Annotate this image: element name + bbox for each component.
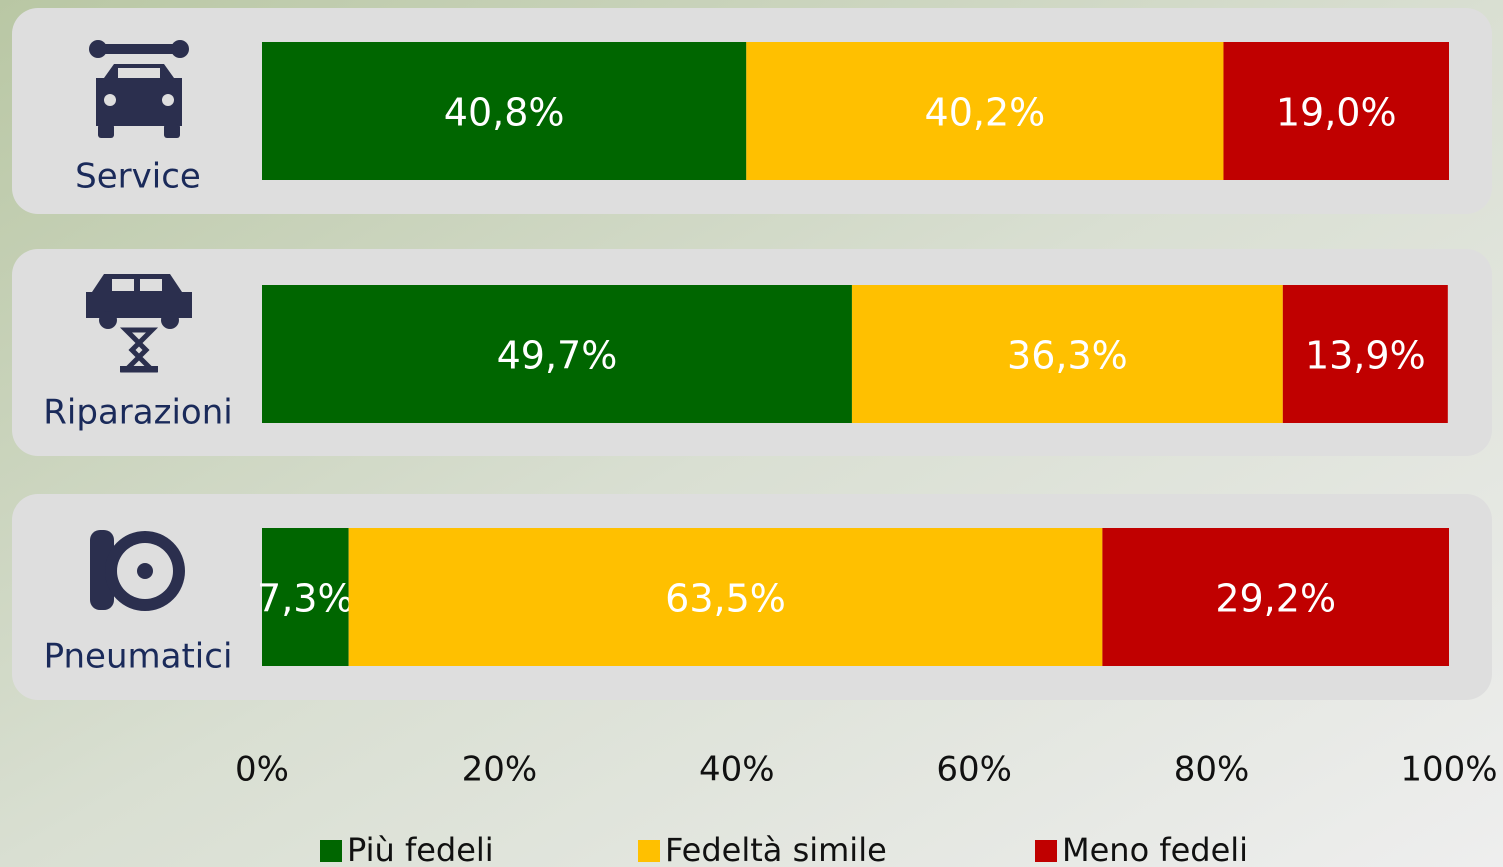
x-tick-label: 20%	[462, 750, 538, 790]
category-label: Service	[75, 157, 201, 197]
value-label: 19,0%	[1276, 91, 1397, 135]
legend-swatch	[638, 840, 660, 862]
bar-segment	[1282, 285, 1448, 423]
bar-segment	[1102, 528, 1449, 666]
value-label: 40,2%	[925, 91, 1046, 135]
bar-segment	[851, 285, 1283, 423]
legend-label: Più fedeli	[347, 831, 494, 867]
value-label: 63,5%	[665, 577, 786, 621]
legend-label: Fedeltà simile	[665, 831, 887, 867]
bar-segment	[1223, 42, 1449, 180]
category-label: Pneumatici	[44, 637, 233, 677]
value-label: 49,7%	[497, 334, 618, 378]
value-label: 13,9%	[1305, 334, 1426, 378]
legend-label: Meno fedeli	[1062, 831, 1248, 867]
legend-swatch	[320, 840, 342, 862]
service-icon	[89, 40, 189, 138]
repair-icon	[86, 274, 192, 373]
x-tick-label: 100%	[1400, 750, 1497, 790]
x-tick-label: 0%	[235, 750, 289, 790]
x-tick-label: 40%	[699, 750, 775, 790]
value-label: 29,2%	[1215, 577, 1336, 621]
icons	[86, 40, 192, 611]
bar-segment	[262, 285, 852, 423]
legend-swatch	[1035, 840, 1057, 862]
bar-segment	[348, 528, 1103, 666]
bar-segment	[262, 42, 747, 180]
category-label: Riparazioni	[43, 393, 232, 433]
value-label: 7,3%	[257, 577, 354, 621]
value-label: 36,3%	[1007, 334, 1128, 378]
x-tick-label: 60%	[936, 750, 1012, 790]
value-label: 40,8%	[444, 91, 565, 135]
bar-segment	[746, 42, 1224, 180]
x-tick-label: 80%	[1174, 750, 1250, 790]
bar-segment	[262, 528, 349, 666]
tyre-icon	[90, 530, 185, 611]
